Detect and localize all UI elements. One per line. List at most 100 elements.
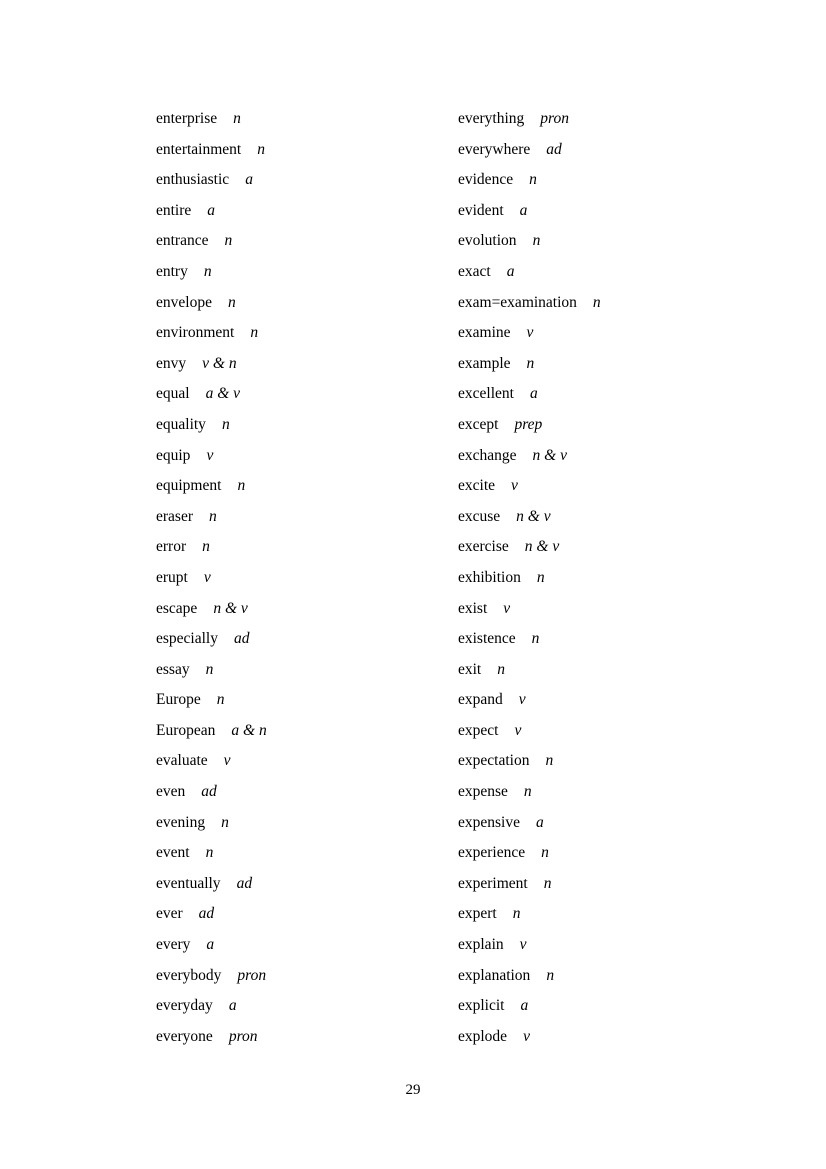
word-entry: enthusiastic a xyxy=(156,165,458,196)
word-entry: evidence n xyxy=(458,165,601,196)
word-text: escape xyxy=(156,599,198,617)
word-entry: eraser n xyxy=(156,502,458,533)
word-entry: Europe n xyxy=(156,685,458,716)
word-entry: examine v xyxy=(458,318,601,349)
pos-tag: n xyxy=(216,691,225,709)
pos-tag: n & v xyxy=(532,446,567,464)
pos-tag: v xyxy=(518,691,526,709)
word-text: equipment xyxy=(156,477,222,495)
word-entry: exam=examination n xyxy=(458,288,601,319)
word-entry: entire a xyxy=(156,196,458,227)
pos-tag: n xyxy=(512,905,521,923)
word-entry: exist v xyxy=(458,594,601,625)
word-text: excite xyxy=(458,477,496,495)
word-entry: expense n xyxy=(458,777,601,808)
word-entry: excellent a xyxy=(458,379,601,410)
word-text: equality xyxy=(156,415,206,433)
word-entry: everybody pron xyxy=(156,961,458,992)
word-entry: equality n xyxy=(156,410,458,441)
word-entry: entry n xyxy=(156,257,458,288)
word-text: explanation xyxy=(458,966,531,984)
pos-tag: ad xyxy=(236,874,253,892)
word-entry: erupt v xyxy=(156,563,458,594)
word-entry: existence n xyxy=(458,624,601,655)
word-text: essay xyxy=(156,660,190,678)
pos-tag: v xyxy=(511,477,518,495)
word-entry: evaluate v xyxy=(156,746,458,777)
word-text: exchange xyxy=(458,446,517,464)
word-text: explicit xyxy=(458,997,505,1015)
pos-tag: n xyxy=(205,660,214,678)
word-entry: explanation n xyxy=(458,961,601,992)
word-text: exact xyxy=(458,262,491,280)
word-text: experience xyxy=(458,844,526,862)
word-text: enterprise xyxy=(156,110,218,127)
word-text: excuse xyxy=(458,507,501,525)
word-text: everyone xyxy=(156,1027,213,1045)
word-entry: equal a & v xyxy=(156,379,458,410)
pos-tag: n xyxy=(209,507,217,525)
word-column-left: enterprise n entertainment n enthusiastic a… xyxy=(156,104,458,1052)
pos-tag: v & n xyxy=(202,354,237,372)
word-entry: everyone pron xyxy=(156,1022,458,1053)
word-entry: expectation n xyxy=(458,746,601,777)
word-text: exhibition xyxy=(458,568,521,586)
pos-tag: n xyxy=(523,783,532,801)
word-entry: envelope n xyxy=(156,288,458,319)
word-text: Europe xyxy=(156,691,201,709)
pos-tag: n xyxy=(233,110,241,127)
word-text: exist xyxy=(458,599,488,617)
word-entry: equip v xyxy=(156,441,458,472)
pos-tag: a xyxy=(529,385,538,403)
word-entry: excite v xyxy=(458,471,601,502)
pos-tag: n xyxy=(202,538,210,556)
word-text: error xyxy=(156,538,187,556)
word-text: enthusiastic xyxy=(156,171,230,189)
word-text: example xyxy=(458,354,511,372)
word-text: eraser xyxy=(156,507,193,525)
word-text: European xyxy=(156,721,216,739)
pos-tag: v xyxy=(503,599,511,617)
word-text: eventually xyxy=(156,874,221,892)
word-text: expect xyxy=(458,721,499,739)
pos-tag: a xyxy=(207,201,216,219)
pos-tag: pron xyxy=(228,1027,258,1045)
pos-tag: v xyxy=(523,1027,530,1045)
word-text: every xyxy=(156,936,191,954)
word-entry: exhibition n xyxy=(458,563,601,594)
word-text: entry xyxy=(156,262,188,280)
pos-tag: a xyxy=(506,262,515,280)
word-text: evaluate xyxy=(156,752,208,770)
word-text: entertainment xyxy=(156,140,242,158)
word-entry: exit n xyxy=(458,655,601,686)
pos-tag: n xyxy=(497,660,505,678)
word-text: even xyxy=(156,783,186,801)
word-text: equal xyxy=(156,385,190,403)
pos-tag: n xyxy=(536,568,545,586)
word-text: explain xyxy=(458,936,504,954)
pos-tag: a & v xyxy=(205,385,241,403)
word-entry: expensive a xyxy=(458,808,601,839)
pos-tag: n xyxy=(543,874,552,892)
pos-tag: n xyxy=(203,262,212,280)
word-text: evident xyxy=(458,201,504,219)
word-text: envelope xyxy=(156,293,212,311)
word-entry: equipment n xyxy=(156,471,458,502)
word-entry: expand v xyxy=(458,685,601,716)
word-entry: experiment n xyxy=(458,869,601,900)
pos-tag: v xyxy=(206,446,214,464)
vocabulary-list: enterprise n entertainment n enthusiastic a… xyxy=(156,104,601,1052)
pos-tag: ad xyxy=(546,140,562,158)
pos-tag: a xyxy=(520,997,529,1015)
word-text: erupt xyxy=(156,568,188,586)
word-text: exam=examination xyxy=(458,293,577,311)
word-text: examine xyxy=(458,324,511,342)
word-entry: example n xyxy=(458,349,601,380)
word-entry: eventually ad xyxy=(156,869,458,900)
word-text: everyday xyxy=(156,997,213,1015)
word-text: everywhere xyxy=(458,140,531,158)
pos-tag: n xyxy=(529,171,537,189)
word-text: except xyxy=(458,415,499,433)
word-entry: entertainment n xyxy=(156,135,458,166)
word-text: evidence xyxy=(458,171,514,189)
